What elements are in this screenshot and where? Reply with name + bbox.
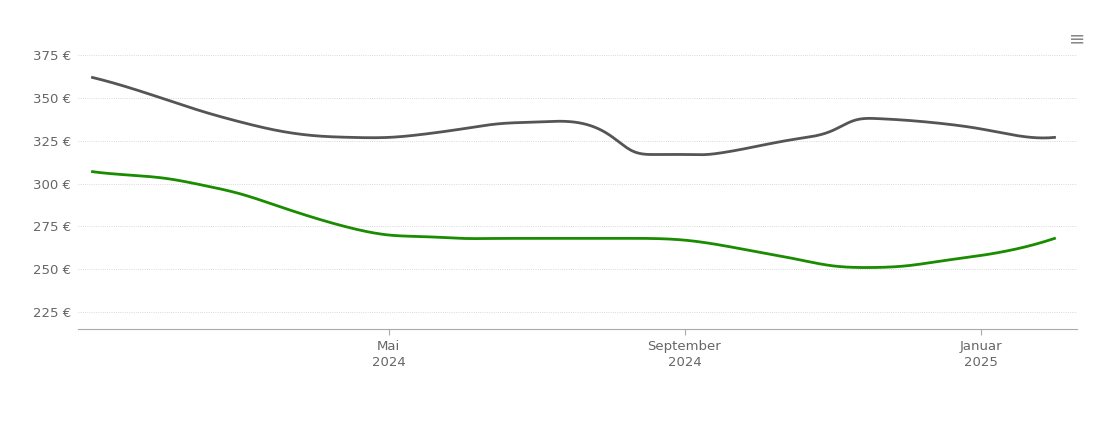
Text: ≡: ≡ [1069, 30, 1086, 49]
